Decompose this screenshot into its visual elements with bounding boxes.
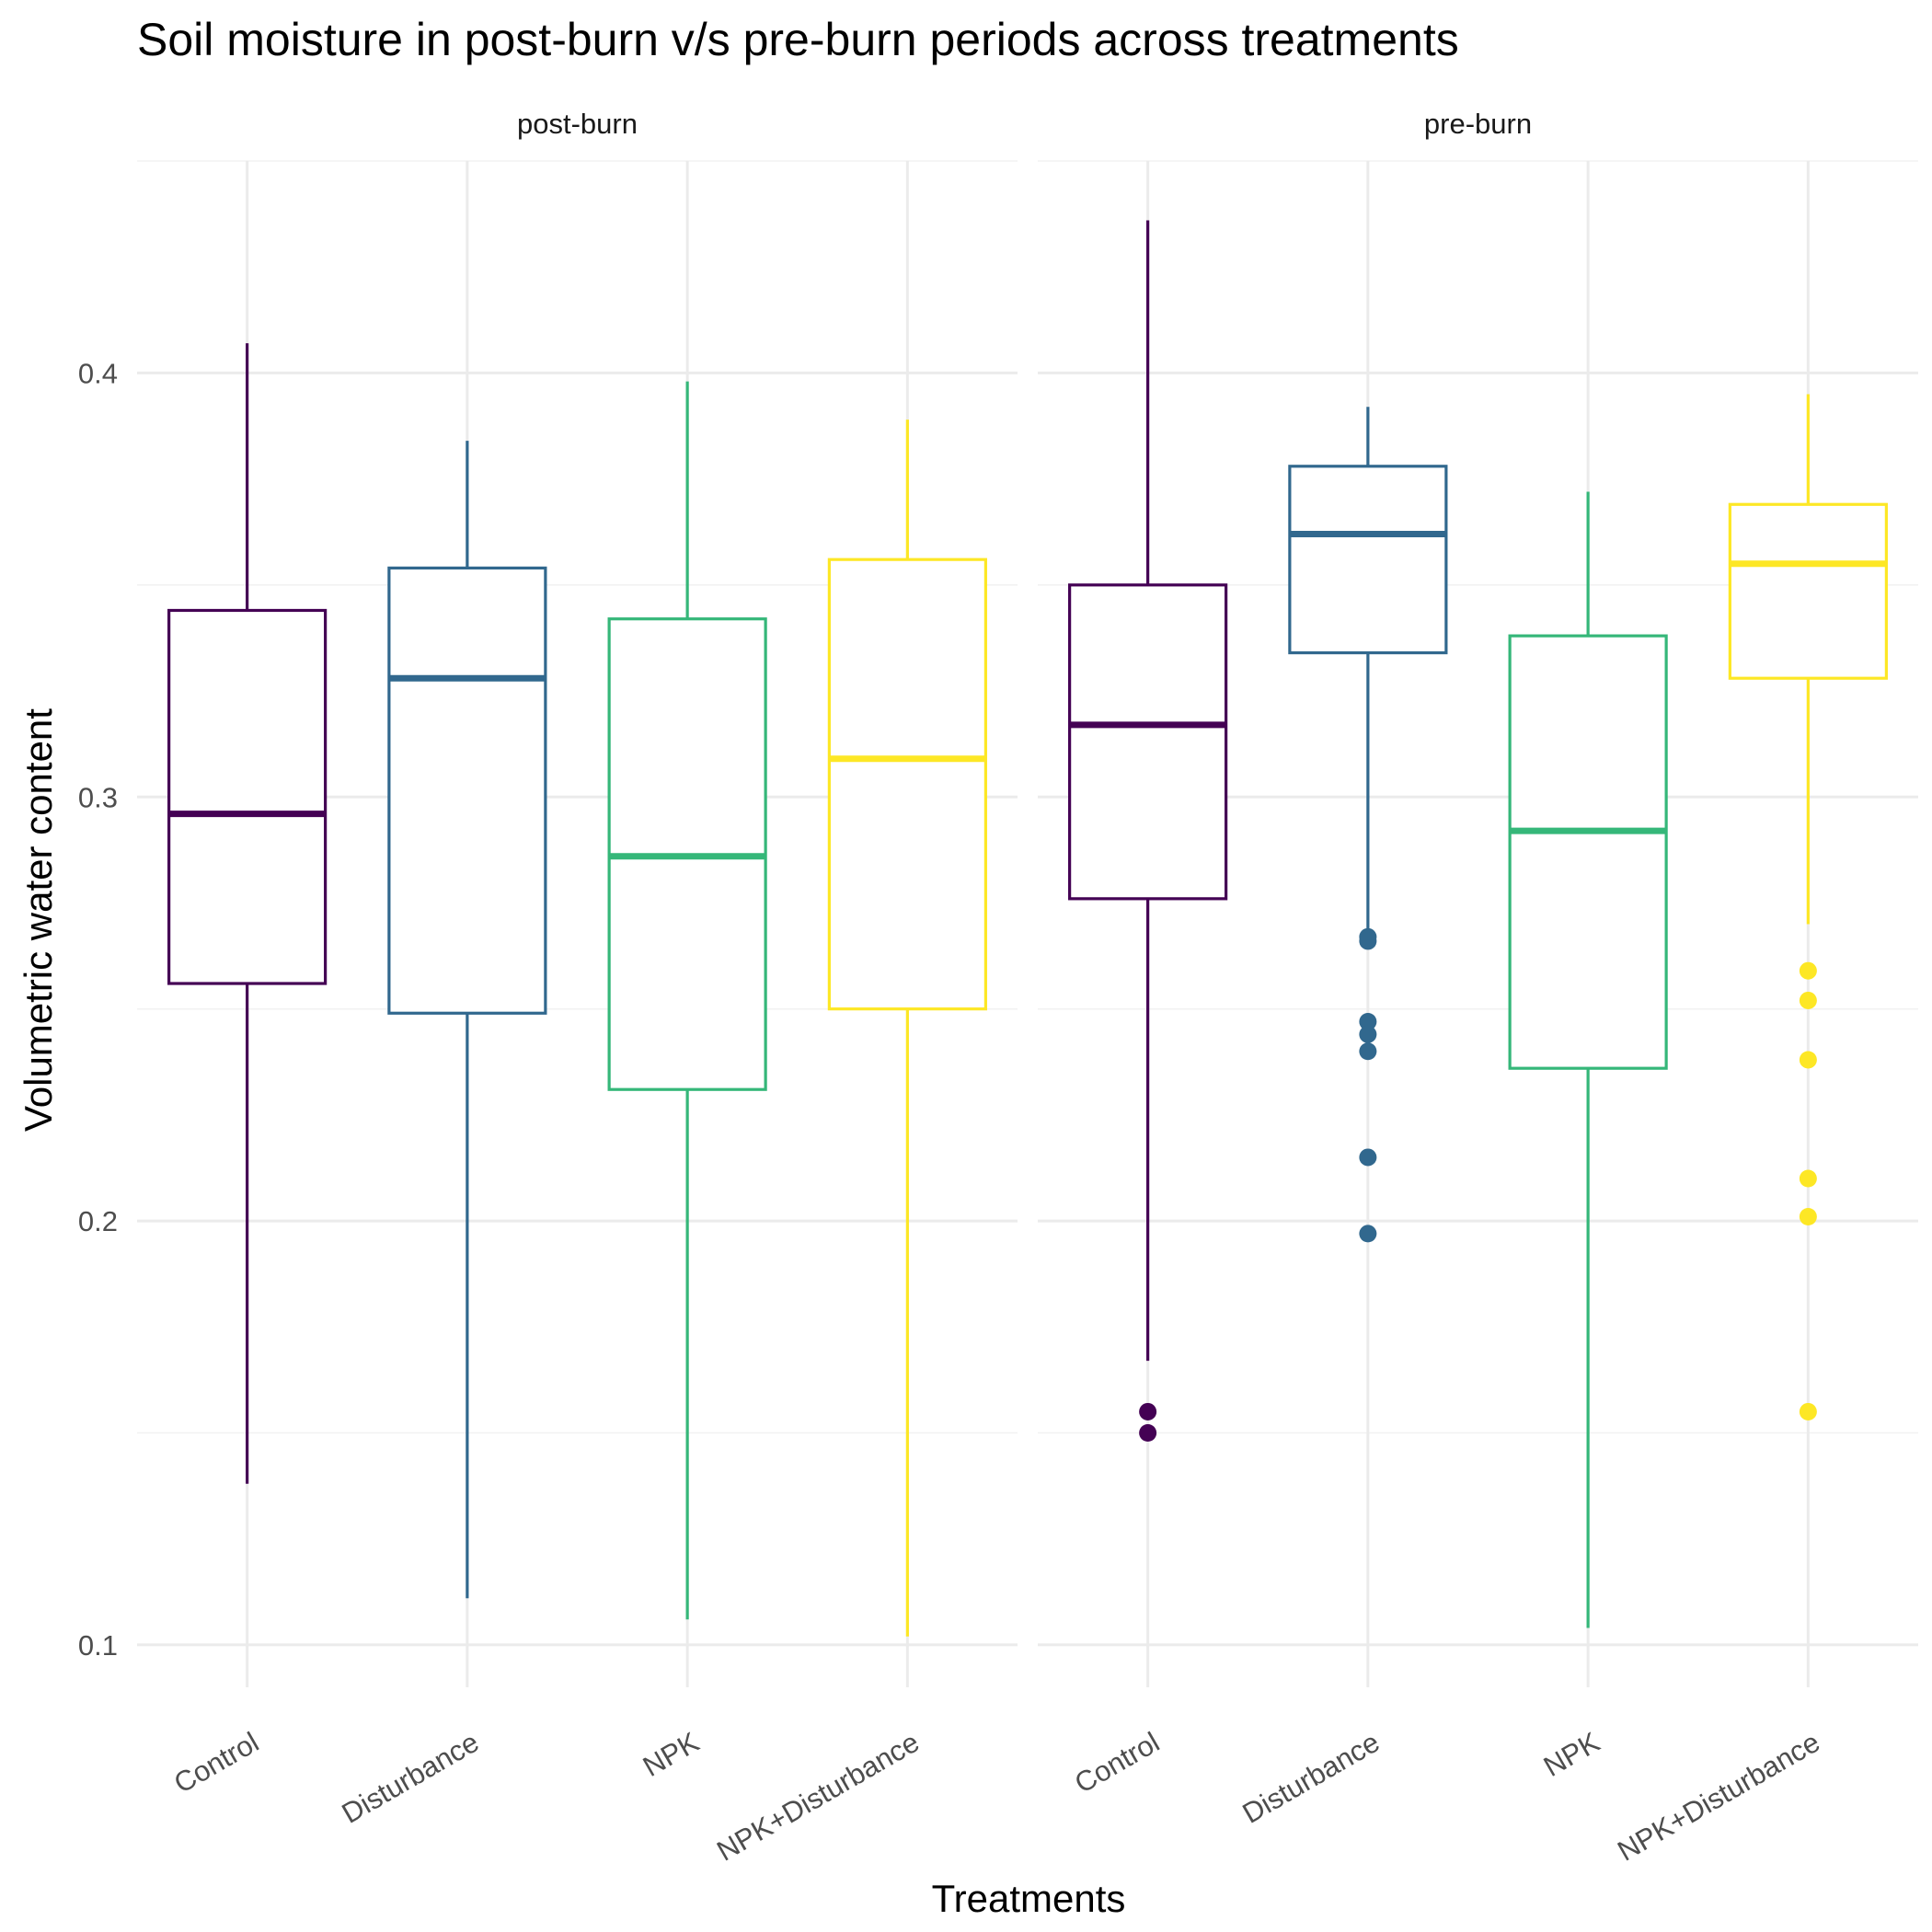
- x-axis-title: Treatments: [932, 1877, 1126, 1920]
- y-tick-label: 0.3: [78, 781, 118, 813]
- outlier-point: [1799, 1169, 1817, 1188]
- outlier-point: [1799, 991, 1817, 1009]
- outlier-point: [1359, 1025, 1377, 1043]
- y-tick-label: 0.2: [78, 1205, 118, 1237]
- x-tick-label: NPK: [638, 1726, 705, 1783]
- facet-label-post-burn: post-burn: [517, 108, 638, 140]
- y-axis-title: Volumetric water content: [17, 708, 60, 1132]
- box-post-burn-npk-disturbance: [827, 420, 987, 1637]
- outlier-point: [1139, 1424, 1157, 1442]
- box-pre-burn-npk-disturbance: [1728, 394, 1888, 1420]
- box-post-burn-control: [167, 343, 328, 1484]
- iqr-box: [1728, 502, 1888, 680]
- outlier-point: [1359, 1148, 1377, 1167]
- x-tick-label: Disturbance: [337, 1726, 485, 1830]
- x-tick-label: Control: [1069, 1726, 1165, 1800]
- outlier-point: [1799, 1402, 1817, 1420]
- box-pre-burn-control: [1068, 220, 1228, 1442]
- outlier-point: [1799, 961, 1817, 980]
- box-post-burn-disturbance: [387, 441, 547, 1599]
- iqr-box: [167, 608, 328, 985]
- iqr-box: [1068, 583, 1228, 901]
- x-tick-label: Disturbance: [1237, 1726, 1386, 1830]
- y-tick-label: 0.1: [78, 1629, 118, 1662]
- x-tick-label: Control: [168, 1726, 264, 1800]
- box-pre-burn-npk: [1508, 491, 1668, 1628]
- outlier-point: [1359, 1225, 1377, 1243]
- iqr-box: [387, 566, 547, 1015]
- marks-layer: [167, 220, 1888, 1637]
- x-tick-label: NPK+Disturbance: [711, 1726, 925, 1868]
- outlier-point: [1799, 1207, 1817, 1225]
- box-pre-burn-disturbance: [1288, 407, 1448, 1243]
- box-post-burn-npk: [607, 381, 767, 1620]
- facet-label-pre-burn: pre-burn: [1424, 108, 1532, 140]
- outlier-point: [1359, 932, 1377, 950]
- iqr-box: [1288, 465, 1448, 655]
- outlier-point: [1359, 1042, 1377, 1061]
- outlier-point: [1799, 1051, 1817, 1069]
- iqr-box: [827, 558, 987, 1011]
- outlier-point: [1139, 1402, 1157, 1420]
- y-tick-label: 0.4: [78, 357, 118, 389]
- chart-title: Soil moisture in post-burn v/s pre-burn …: [137, 14, 1459, 65]
- x-tick-label: NPK: [1538, 1726, 1605, 1783]
- outlier-point: [1359, 1012, 1377, 1030]
- iqr-box: [1508, 634, 1668, 1070]
- x-tick-label: NPK+Disturbance: [1612, 1726, 1825, 1868]
